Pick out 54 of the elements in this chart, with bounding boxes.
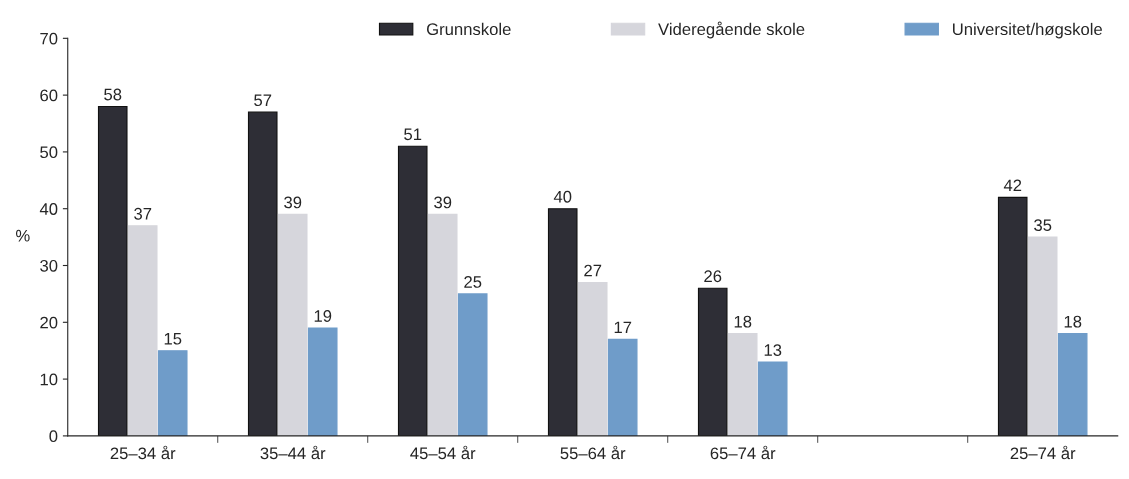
y-tick-label: 0 — [49, 430, 58, 443]
y-tick-label: 40 — [39, 203, 58, 215]
data-label: 18 — [1064, 315, 1082, 328]
bar — [547, 208, 578, 436]
legend-label: Universitet/høgskole — [953, 22, 1102, 39]
bar — [607, 338, 638, 436]
data-label: 58 — [104, 88, 122, 101]
bar — [997, 196, 1028, 436]
x-tick-label: 65–74 år — [710, 445, 776, 460]
y-tick-label: 10 — [40, 373, 58, 386]
bar — [697, 287, 728, 436]
y-tick-label: 30 — [40, 259, 58, 272]
data-label: 57 — [254, 94, 272, 107]
data-label: 37 — [134, 207, 152, 220]
data-label: 18 — [734, 315, 752, 328]
x-tick-label: 25–74 år — [1010, 445, 1076, 460]
x-tick-label: 25–34 år — [110, 445, 176, 460]
bar — [727, 333, 758, 436]
data-label: 27 — [584, 264, 602, 277]
data-label: 19 — [314, 310, 332, 322]
data-label: 25 — [464, 276, 482, 288]
bar — [247, 111, 278, 436]
bar — [97, 105, 128, 436]
y-tick-label: 70 — [40, 32, 58, 45]
bar — [397, 145, 428, 436]
data-label: 39 — [284, 196, 302, 209]
bar — [457, 293, 488, 436]
bar — [427, 213, 458, 436]
bar — [1057, 333, 1088, 436]
y-tick-label: 20 — [40, 316, 58, 329]
data-label: 42 — [1003, 179, 1022, 192]
bar — [577, 281, 608, 436]
bar — [127, 225, 158, 436]
data-label: 13 — [764, 344, 782, 356]
bar — [1027, 236, 1058, 436]
data-label: 26 — [704, 270, 722, 283]
x-tick-label: 55–64 år — [560, 445, 626, 460]
bar — [757, 361, 788, 436]
data-label: 51 — [404, 128, 422, 141]
y-tick-label: 50 — [40, 146, 58, 159]
data-label: 39 — [434, 196, 452, 209]
legend-label: Grunnskole — [426, 22, 511, 36]
bar — [157, 350, 188, 436]
data-label: 40 — [553, 190, 572, 203]
data-label: 17 — [614, 321, 632, 334]
bar — [307, 327, 338, 436]
data-label: 35 — [1034, 219, 1052, 232]
bar — [277, 213, 308, 436]
y-tick-label: 60 — [40, 89, 58, 102]
x-tick-label: 45–54 år — [410, 445, 476, 460]
data-label: 15 — [164, 332, 182, 345]
x-tick-label: 35–44 år — [260, 445, 326, 460]
legend-label: Videregående skole — [658, 21, 805, 39]
y-axis-title: % — [16, 229, 30, 242]
